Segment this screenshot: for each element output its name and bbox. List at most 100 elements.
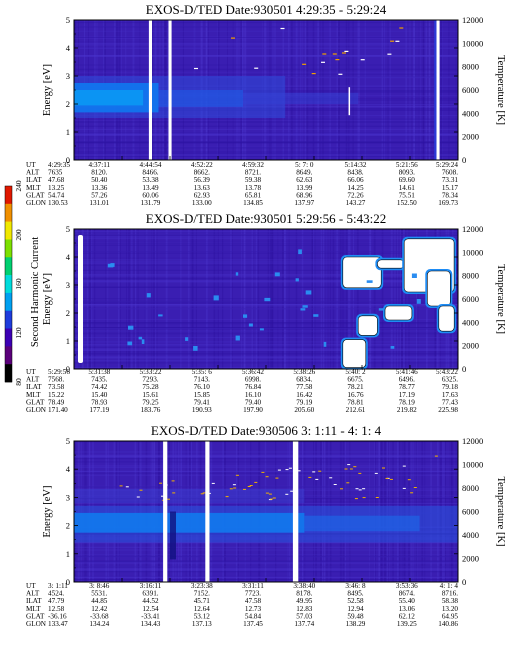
ephemeris-cell: -33.68 [90, 612, 109, 620]
noise-stripe [222, 229, 224, 369]
noise-row [74, 243, 458, 244]
ephemeris-cell: 60.06 [142, 191, 159, 199]
ephemeris-cell: 225.98 [438, 406, 458, 414]
y-tick-label: 4 [66, 252, 71, 262]
noise-row [74, 132, 458, 134]
saturated-region [342, 256, 382, 289]
y-tick-label: 4 [66, 43, 71, 53]
noise-stripe [288, 229, 290, 369]
ephemeris-cell: 54.84 [245, 612, 262, 620]
noise-row [74, 151, 458, 153]
ephemeris-cell: 7608. [442, 169, 458, 177]
saturated-region [384, 305, 413, 321]
noise-row [74, 322, 458, 323]
ephemeris-cell: 62.12 [399, 612, 416, 620]
ephemeris-cell: 219.82 [397, 406, 417, 414]
noise-row [74, 134, 458, 136]
ephemeris-cell: 75.28 [142, 383, 159, 391]
speck [265, 476, 269, 478]
noise-stripe [320, 229, 323, 369]
ephemeris-cell: 59.38 [245, 176, 262, 184]
noise-stripe [394, 229, 396, 369]
colorbar-swatch [5, 292, 12, 311]
noise-row [74, 301, 458, 303]
noise-stripe [358, 20, 360, 160]
ephemeris-cell: 13.36 [91, 184, 108, 192]
noise-stripe [414, 20, 416, 160]
speck [347, 464, 351, 466]
ephemeris-cell: 5:41:46 [396, 368, 418, 376]
noise-stripe [400, 229, 401, 369]
ephemeris-cell: 3: 8:46 [89, 582, 110, 590]
noise-stripe [243, 229, 246, 369]
speck [362, 497, 366, 499]
speck [413, 487, 417, 488]
y2-tick-label: 4000 [462, 108, 479, 118]
ephemeris-cell: 7635 [48, 169, 63, 177]
noise-row [74, 348, 458, 350]
noise-row [74, 327, 458, 329]
ephemeris-cell: 12.64 [194, 605, 211, 613]
ephemeris-cell: 3:16:11 [140, 582, 162, 590]
colorbar-swatch [5, 275, 12, 294]
noise-stripe [313, 229, 316, 369]
noise-row [74, 341, 458, 343]
ephemeris-cell: 133.47 [48, 620, 68, 628]
noise-row [74, 356, 458, 357]
ephemeris-cell: 5:29:56 [48, 368, 70, 376]
noise-stripe [128, 229, 130, 369]
speck [233, 487, 237, 489]
ephemeris-cell: 7152. [194, 590, 210, 598]
ephemeris-cell: 53.12 [194, 612, 211, 620]
noise-row [74, 560, 458, 562]
noise-stripe [192, 229, 194, 369]
speck [434, 455, 438, 457]
noise-row [74, 352, 458, 354]
speck [302, 305, 308, 308]
noise-row [74, 348, 458, 350]
noise-stripe [348, 229, 351, 369]
noise-row [74, 36, 458, 38]
noise-row [74, 328, 458, 330]
speck [231, 37, 235, 39]
noise-row [74, 327, 458, 329]
ephemeris-cell: 68.96 [296, 191, 313, 199]
noise-row [74, 55, 458, 57]
data-gap [205, 441, 210, 582]
noise-stripe [427, 20, 429, 160]
noise-row [74, 474, 458, 476]
noise-stripe [133, 229, 135, 369]
ephemeris-cell: 5:21:56 [396, 161, 418, 169]
noise-row [74, 264, 458, 266]
noise-row [74, 457, 458, 460]
ephemeris-cell: 53.38 [142, 176, 159, 184]
noise-row [74, 504, 458, 505]
noise-row [74, 269, 458, 271]
ephemeris-cell: 56.39 [194, 176, 211, 184]
y-tick-label: 2 [66, 308, 70, 318]
data-gap [168, 20, 172, 160]
noise-stripe [415, 229, 417, 369]
ephemeris-cell: 12.83 [296, 605, 313, 613]
noise-row [74, 467, 458, 469]
speck [333, 484, 337, 485]
noise-row [74, 461, 458, 463]
ephemeris-row-label: ILAT [26, 597, 42, 605]
ephemeris-cell: 4: 1: 4 [440, 582, 459, 590]
ephemeris-cell: 4:37:11 [88, 161, 110, 169]
speck [213, 295, 219, 301]
noise-row [74, 42, 458, 45]
noise-row [74, 357, 458, 359]
ephemeris-cell: 137.45 [243, 620, 263, 628]
ephemeris-cell: 78.81 [347, 398, 364, 406]
noise-row [74, 308, 458, 310]
noise-row [74, 302, 458, 304]
speck [159, 482, 163, 484]
ephemeris-cell: 12.54 [142, 605, 159, 613]
noise-row [74, 556, 458, 558]
noise-row [74, 454, 458, 456]
speck [202, 492, 206, 494]
speck [158, 314, 163, 317]
saturated-region [342, 339, 367, 368]
noise-stripe [356, 229, 359, 369]
